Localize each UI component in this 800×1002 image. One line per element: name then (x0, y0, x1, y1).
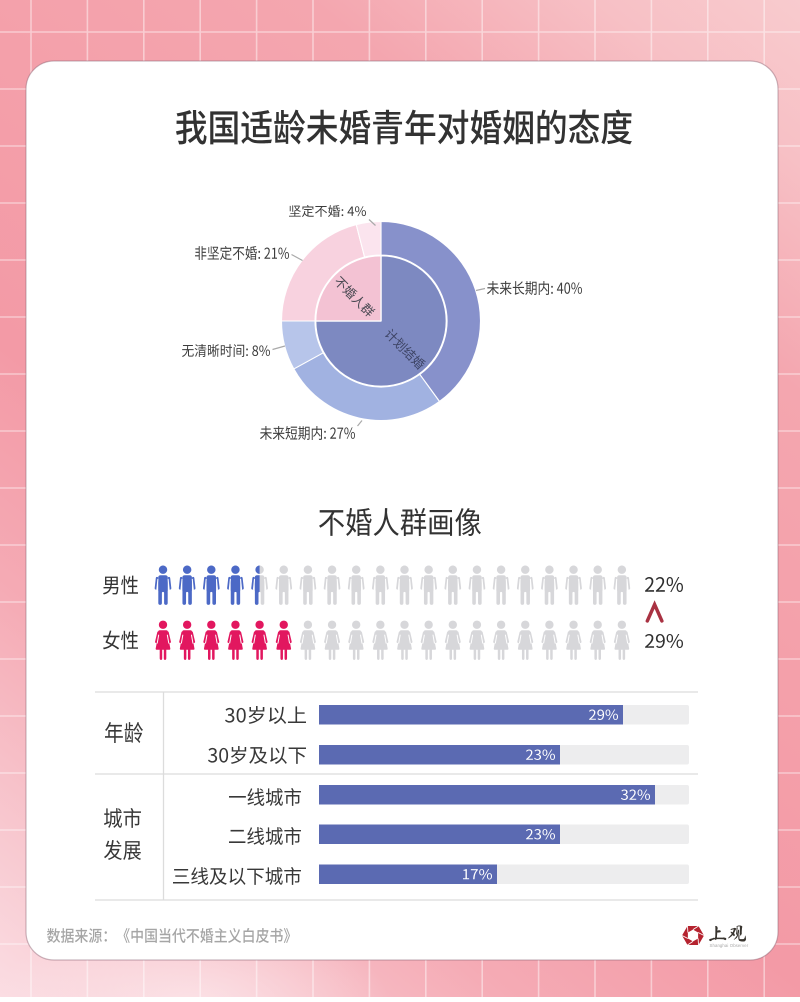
svg-text:Shanghai Observer: Shanghai Observer (710, 943, 749, 948)
